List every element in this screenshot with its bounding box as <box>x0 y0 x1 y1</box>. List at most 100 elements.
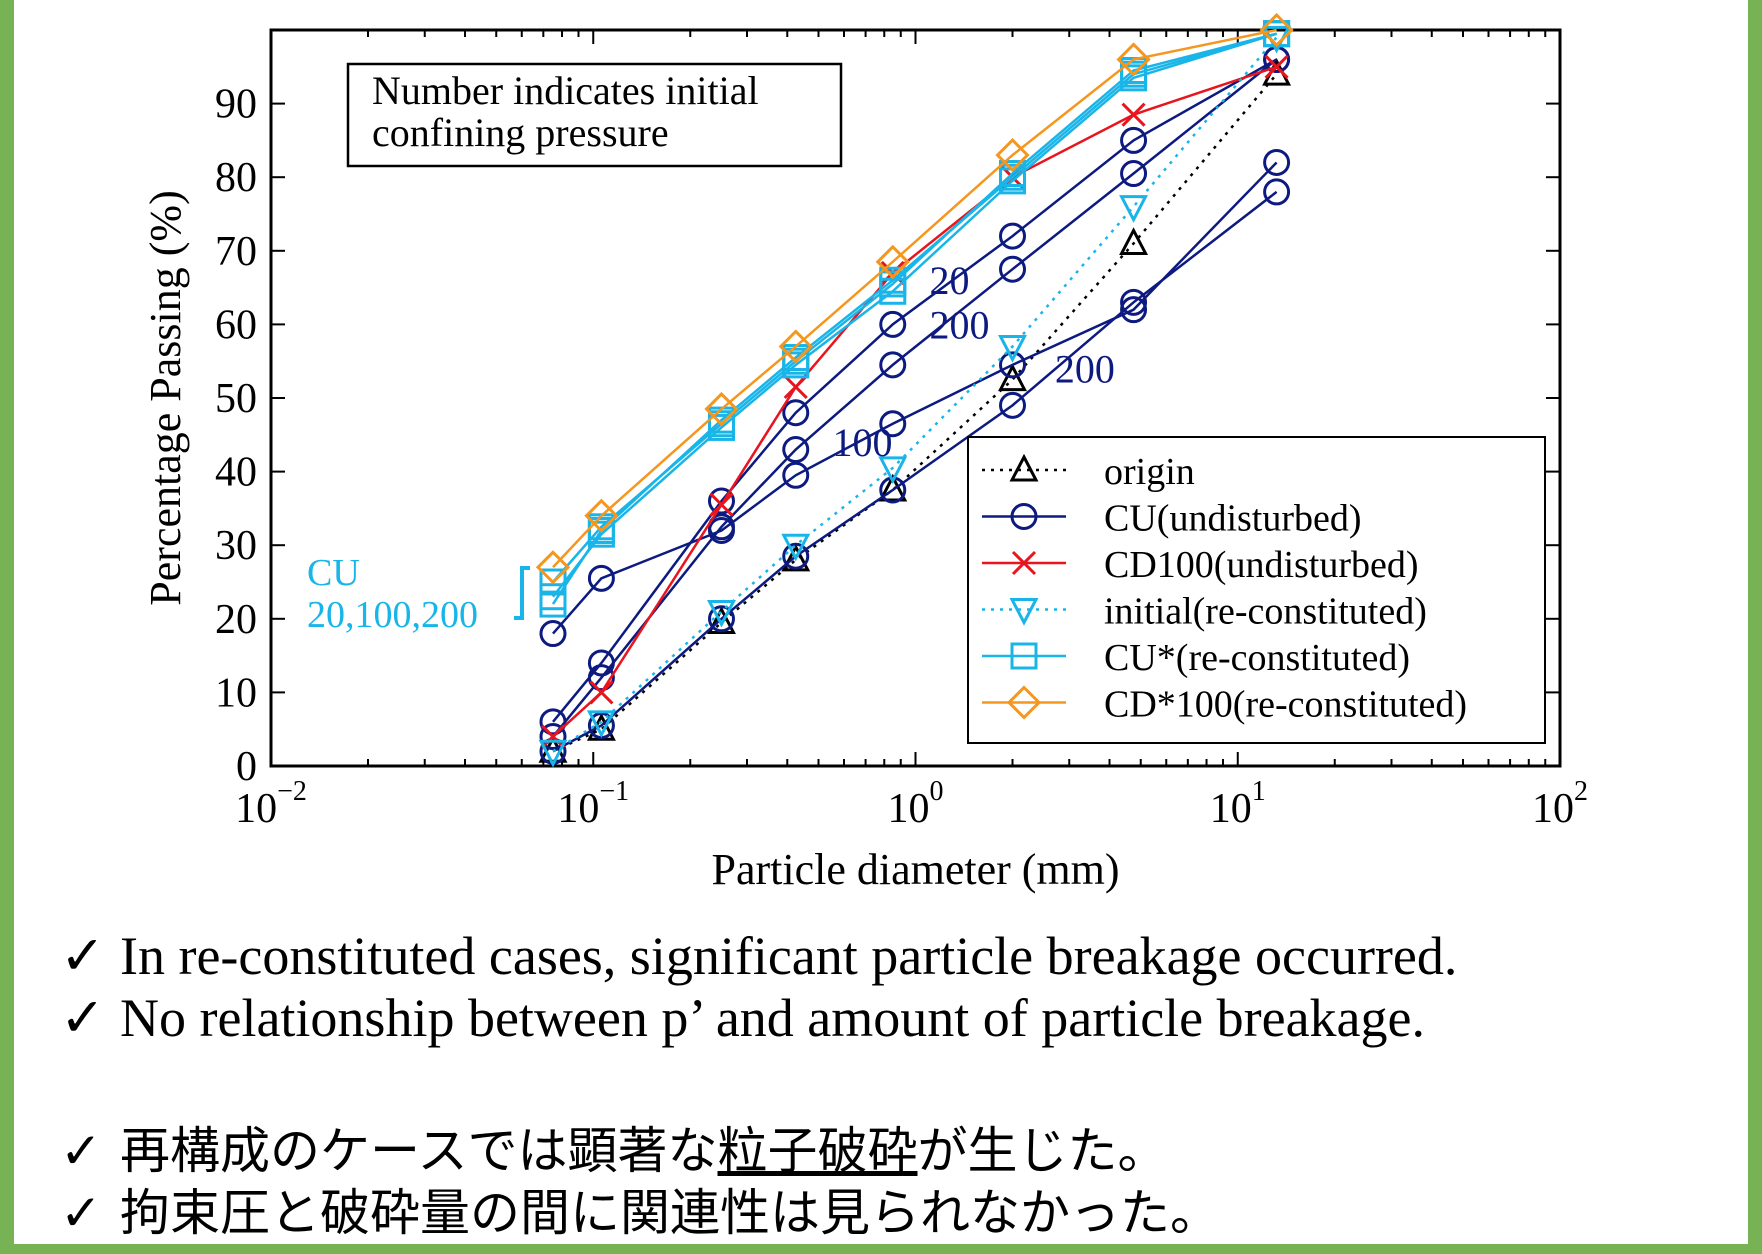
x-tick-label: 102 <box>1532 776 1588 832</box>
note-box <box>346 62 843 168</box>
bracket-shape <box>514 566 530 620</box>
data-point <box>781 533 811 562</box>
data-point <box>535 550 571 585</box>
data-point <box>707 487 735 515</box>
data-point <box>586 710 616 739</box>
legend-entry-label: initial(re-constituted) <box>1104 591 1427 633</box>
data-point <box>782 436 810 464</box>
bullet-ja-2: ✓ 拘束圧と破砕量の間に関連性は見られなかった。 <box>60 1182 1220 1244</box>
data-point <box>540 724 566 749</box>
series-line <box>552 28 1277 569</box>
data-point <box>707 605 735 633</box>
data-point <box>707 513 735 541</box>
y-axis-label: Percentage Passing (%) <box>141 190 190 605</box>
x-tick-label: 10−2 <box>235 776 307 832</box>
data-point <box>1263 178 1291 206</box>
bracket-label-line: 20,100,200 <box>307 594 478 636</box>
data-point <box>587 664 615 692</box>
y-tick-label: 20 <box>215 597 257 643</box>
data-point <box>707 599 736 628</box>
legend-marker <box>1009 598 1039 626</box>
y-tick-label: 80 <box>215 155 257 201</box>
data-point <box>1121 102 1146 127</box>
data-point <box>1119 227 1149 255</box>
y-tick-label: 90 <box>215 82 257 128</box>
data-point <box>1116 42 1151 77</box>
y-tick-label: 50 <box>215 376 257 422</box>
series-line <box>552 190 1278 753</box>
data-point <box>998 334 1027 363</box>
legend-marker <box>1010 642 1038 670</box>
data-point <box>539 723 567 751</box>
data-point <box>778 329 813 364</box>
legend-marker <box>1010 503 1038 530</box>
data-point <box>879 351 907 379</box>
bullet-en-1-text: In re-constituted cases, significant par… <box>120 926 1458 986</box>
series-line <box>552 58 1278 723</box>
data-point <box>1264 54 1289 79</box>
data-point <box>1120 60 1148 88</box>
legend-entry-label: CD100(undisturbed) <box>1104 544 1419 586</box>
legend-entry-label: origin <box>1104 451 1195 493</box>
data-point <box>1120 126 1148 154</box>
data-point <box>707 606 736 634</box>
legend-marker <box>1006 685 1042 720</box>
legend-entry-label: CU*(re-constituted) <box>1104 637 1410 679</box>
x-tick-label: 101 <box>1210 776 1266 832</box>
plot-area: 10−2 10−1 100 101 1020102030405060708090Part… <box>141 12 1588 894</box>
data-point <box>589 680 614 705</box>
note-line: confining pressure <box>372 110 669 155</box>
data-point <box>1120 296 1148 324</box>
data-point <box>875 244 910 279</box>
data-point <box>998 363 1027 392</box>
series-line <box>551 32 1277 598</box>
pressure-annotation: 20 <box>930 258 970 303</box>
data-point <box>584 498 619 533</box>
data-point <box>539 620 567 648</box>
series-line <box>551 32 1277 605</box>
data-point <box>539 590 567 618</box>
data-point <box>879 266 907 294</box>
x-tick-label: 10−1 <box>557 776 629 832</box>
y-tick-label: 70 <box>215 229 257 275</box>
note-line: Number indicates initial <box>372 68 759 113</box>
data-point <box>781 543 811 572</box>
data-point <box>782 542 810 570</box>
y-tick-label: 30 <box>215 523 257 569</box>
data-point <box>782 461 810 489</box>
series-line <box>552 65 1278 738</box>
check-icon: ✓ <box>60 926 106 986</box>
y-tick-label: 0 <box>236 744 257 790</box>
bullet-en-1: ✓ In re-constituted cases, significant pa… <box>60 925 1457 987</box>
pressure-annotation: 100 <box>832 420 892 465</box>
data-point <box>1120 288 1148 316</box>
data-point <box>783 374 808 400</box>
pressure-annotation: 200 <box>930 302 990 347</box>
legend-entry-label: CU(undisturbed) <box>1104 498 1362 540</box>
data-point <box>704 391 739 427</box>
data-point <box>782 399 810 427</box>
data-point <box>1119 195 1149 223</box>
series-line <box>552 32 1277 583</box>
english-bullets: ✓ In re-constituted cases, significant pa… <box>60 925 1457 1049</box>
legend-marker <box>1009 453 1039 482</box>
data-point <box>878 456 908 485</box>
japanese-bullets: ✓ 再構成のケースでは顕著な粒子破砕が生じた。 ✓ 拘束圧と破砕量の間に関連性は見ら… <box>60 1120 1220 1244</box>
bullet-ja-1-after: が生じた。 <box>917 1122 1168 1180</box>
grain-size-chart: 10−2 10−1 100 101 1020102030405060708090Part… <box>141 12 1588 894</box>
data-point <box>879 310 907 338</box>
series-line <box>552 36 1278 753</box>
bullet-en-2-text: No relationship between p’ and amount of… <box>120 988 1425 1048</box>
x-tick-label: 100 <box>888 776 944 832</box>
data-point <box>999 222 1027 250</box>
series-cd-100-re-constituted- <box>535 12 1294 585</box>
check-icon: ✓ <box>60 1184 102 1242</box>
legend-marker <box>1011 550 1037 576</box>
x-axis-label: Particle diameter (mm) <box>711 845 1119 894</box>
data-point <box>538 739 568 768</box>
legend: origin CU(undisturbed)CD100(undisturbed) i… <box>967 436 1546 744</box>
bullet-ja-2-text: 拘束圧と破砕量の間に関連性は見られなかった。 <box>120 1184 1220 1242</box>
series-line <box>552 58 1278 738</box>
legend-box <box>967 436 1546 744</box>
